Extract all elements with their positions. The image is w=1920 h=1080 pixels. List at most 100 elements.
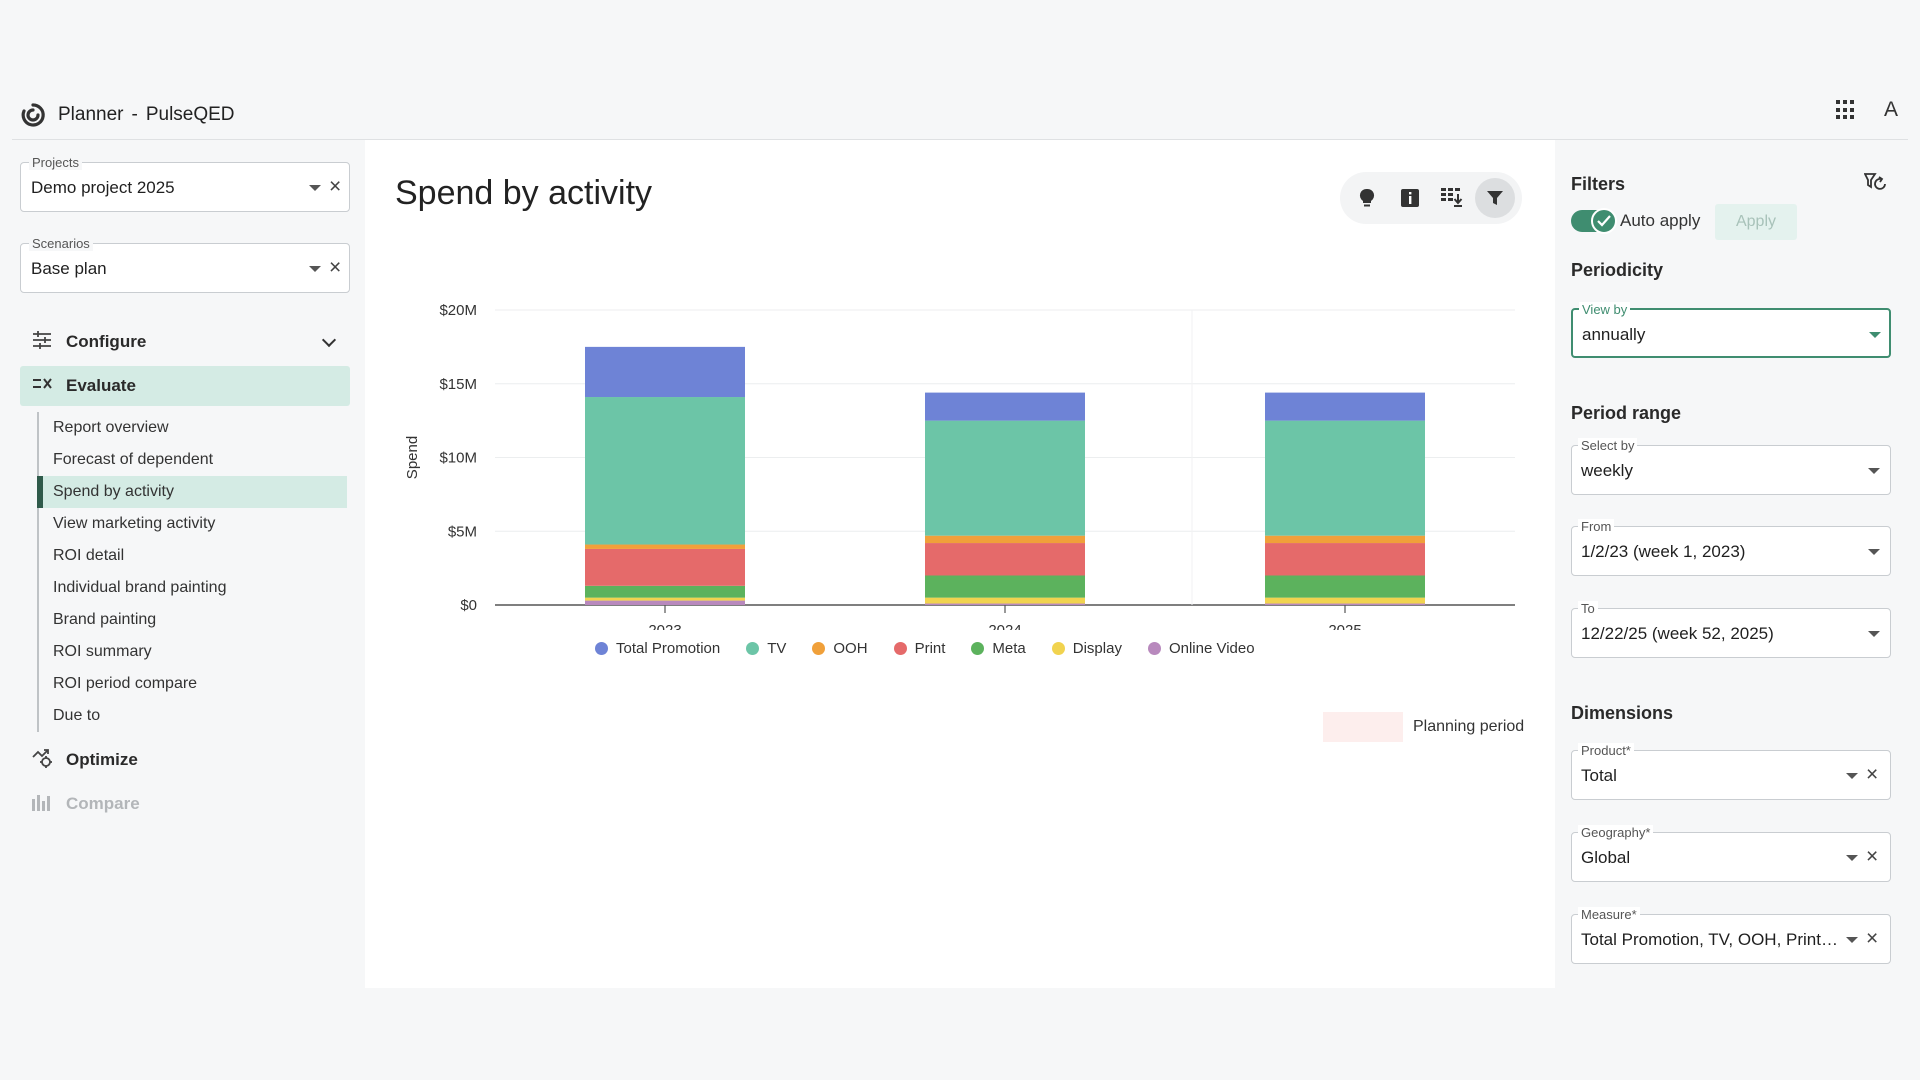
apply-button[interactable]: Apply: [1715, 204, 1797, 240]
legend-item-tv[interactable]: TV: [746, 640, 786, 657]
select-by-select[interactable]: Select by weekly: [1571, 438, 1891, 495]
measure-select[interactable]: Measure* Total Promotion, TV, OOH, Print…: [1571, 907, 1891, 964]
x-tick-label: 2023: [648, 622, 681, 630]
planning-period-swatch: [1323, 712, 1403, 742]
bar-segment-meta-2023[interactable]: [585, 585, 745, 598]
apps-grid-icon[interactable]: [1835, 100, 1856, 120]
bar-segment-ooh-2025[interactable]: [1265, 535, 1425, 544]
planning-period-label: Planning period: [1413, 718, 1525, 735]
product-value: Total: [1581, 766, 1617, 785]
nav-evaluate[interactable]: Evaluate: [20, 366, 350, 406]
y-tick-label: $10M: [439, 450, 477, 467]
legend-item-meta[interactable]: Meta: [971, 640, 1026, 657]
nav-configure[interactable]: Configure: [20, 322, 350, 362]
from-label: From: [1578, 519, 1615, 534]
legend-dot: [893, 642, 907, 655]
scenarios-label: Scenarios: [29, 236, 93, 251]
bar-segment-display-2025[interactable]: [1265, 597, 1425, 604]
projects-select[interactable]: Projects Demo project 2025 ×: [20, 155, 350, 212]
page-title: Spend by activity: [395, 174, 653, 212]
legend-item-print[interactable]: Print: [893, 640, 945, 657]
subnav-view-marketing-activity[interactable]: View marketing activity: [53, 515, 216, 532]
chevron-down-icon[interactable]: [1868, 631, 1880, 637]
planning-period-legend: Planning period: [1323, 712, 1524, 742]
subnav-individual-brand-painting[interactable]: Individual brand painting: [53, 579, 227, 596]
bar-segment-ooh-2023[interactable]: [585, 544, 745, 549]
chevron-down-icon[interactable]: [1846, 773, 1858, 779]
nav-optimize[interactable]: Optimize: [20, 740, 350, 780]
clear-scenarios-icon[interactable]: ×: [329, 256, 342, 279]
bar-segment-online-video-2025[interactable]: [1265, 603, 1425, 605]
download-table-icon[interactable]: [1432, 178, 1472, 218]
select-by-value: weekly: [1581, 461, 1633, 480]
legend-label: Display: [1072, 640, 1122, 657]
from-select[interactable]: From 1/2/23 (week 1, 2023): [1571, 519, 1891, 576]
view-by-select[interactable]: View by annually: [1571, 302, 1891, 358]
y-tick-label: $20M: [439, 302, 477, 319]
bar-segment-print-2023[interactable]: [585, 548, 745, 586]
chevron-down-icon[interactable]: [1869, 332, 1881, 338]
bar-segment-tv-2025[interactable]: [1265, 420, 1425, 536]
bar-segment-tv-2023[interactable]: [585, 397, 745, 545]
info-icon[interactable]: [1390, 178, 1430, 218]
filter-icon[interactable]: [1474, 178, 1515, 218]
legend-item-total-promotion[interactable]: Total Promotion: [595, 640, 720, 657]
bar-segment-print-2024[interactable]: [925, 543, 1085, 576]
chevron-down-icon[interactable]: [309, 266, 321, 272]
y-axis-title: Spend: [404, 436, 421, 479]
view-by-label: View by: [1579, 302, 1631, 317]
clear-measure-icon[interactable]: ×: [1866, 927, 1879, 950]
bar-segment-online-video-2024[interactable]: [925, 603, 1085, 605]
chevron-down-icon[interactable]: [309, 185, 321, 191]
subnav-roi-detail[interactable]: ROI detail: [53, 547, 125, 564]
subnav-spend-by-activity[interactable]: Spend by activity: [37, 476, 347, 508]
scenarios-select[interactable]: Scenarios Base plan ×: [20, 236, 350, 293]
geography-value: Global: [1581, 848, 1631, 867]
subnav-due-to[interactable]: Due to: [53, 707, 101, 724]
legend-label: OOH: [833, 640, 868, 657]
evaluate-icon: [32, 376, 54, 397]
from-value: 1/2/23 (week 1, 2023): [1581, 542, 1746, 561]
chevron-down-icon[interactable]: [1846, 855, 1858, 861]
chevron-down-icon[interactable]: [1868, 549, 1880, 555]
bar-segment-total-promotion-2023[interactable]: [585, 346, 745, 398]
chevron-down-icon[interactable]: [321, 332, 337, 348]
product-label: Product*: [1578, 743, 1634, 758]
legend-label: Total Promotion: [616, 640, 721, 657]
check-icon: [1591, 208, 1617, 234]
subnav-forecast-of-dependent[interactable]: Forecast of dependent: [53, 451, 214, 468]
chevron-down-icon[interactable]: [1868, 468, 1880, 474]
chevron-down-icon[interactable]: [1846, 937, 1858, 943]
legend-item-display[interactable]: Display: [1051, 640, 1122, 657]
auto-apply-toggle[interactable]: [1571, 208, 1617, 234]
lightbulb-icon[interactable]: [1347, 178, 1387, 218]
bar-segment-ooh-2024[interactable]: [925, 535, 1085, 544]
subnav-roi-summary[interactable]: ROI summary: [53, 643, 152, 660]
bar-segment-meta-2025[interactable]: [1265, 575, 1425, 598]
subnav-brand-painting[interactable]: Brand painting: [53, 611, 157, 628]
bar-segment-display-2024[interactable]: [925, 597, 1085, 604]
avatar[interactable]: A: [1883, 98, 1898, 121]
reset-filters-icon[interactable]: [1863, 172, 1888, 199]
subnav-roi-period-compare[interactable]: ROI period compare: [53, 675, 198, 692]
bar-segment-meta-2024[interactable]: [925, 575, 1085, 598]
legend-item-online-video[interactable]: Online Video: [1147, 640, 1255, 657]
app-logo-icon[interactable]: [18, 100, 48, 130]
product-select[interactable]: Product* Total ×: [1571, 743, 1891, 800]
bar-segment-tv-2024[interactable]: [925, 420, 1085, 536]
to-label: To: [1578, 601, 1598, 616]
measure-label: Measure*: [1578, 907, 1640, 922]
clear-product-icon[interactable]: ×: [1866, 763, 1879, 786]
clear-geography-icon[interactable]: ×: [1866, 845, 1879, 868]
nav-configure-label: Configure: [66, 332, 147, 351]
bar-segment-online-video-2023[interactable]: [585, 600, 745, 605]
clear-projects-icon[interactable]: ×: [329, 175, 342, 198]
legend-item-ooh[interactable]: OOH: [812, 640, 868, 657]
to-select[interactable]: To 12/22/25 (week 52, 2025): [1571, 601, 1891, 658]
bar-segment-total-promotion-2024[interactable]: [925, 392, 1085, 421]
geography-select[interactable]: Geography* Global ×: [1571, 825, 1891, 882]
bar-segment-total-promotion-2025[interactable]: [1265, 392, 1425, 421]
bar-segment-display-2023[interactable]: [585, 597, 745, 601]
bar-segment-print-2025[interactable]: [1265, 543, 1425, 576]
subnav-report-overview[interactable]: Report overview: [53, 419, 169, 436]
